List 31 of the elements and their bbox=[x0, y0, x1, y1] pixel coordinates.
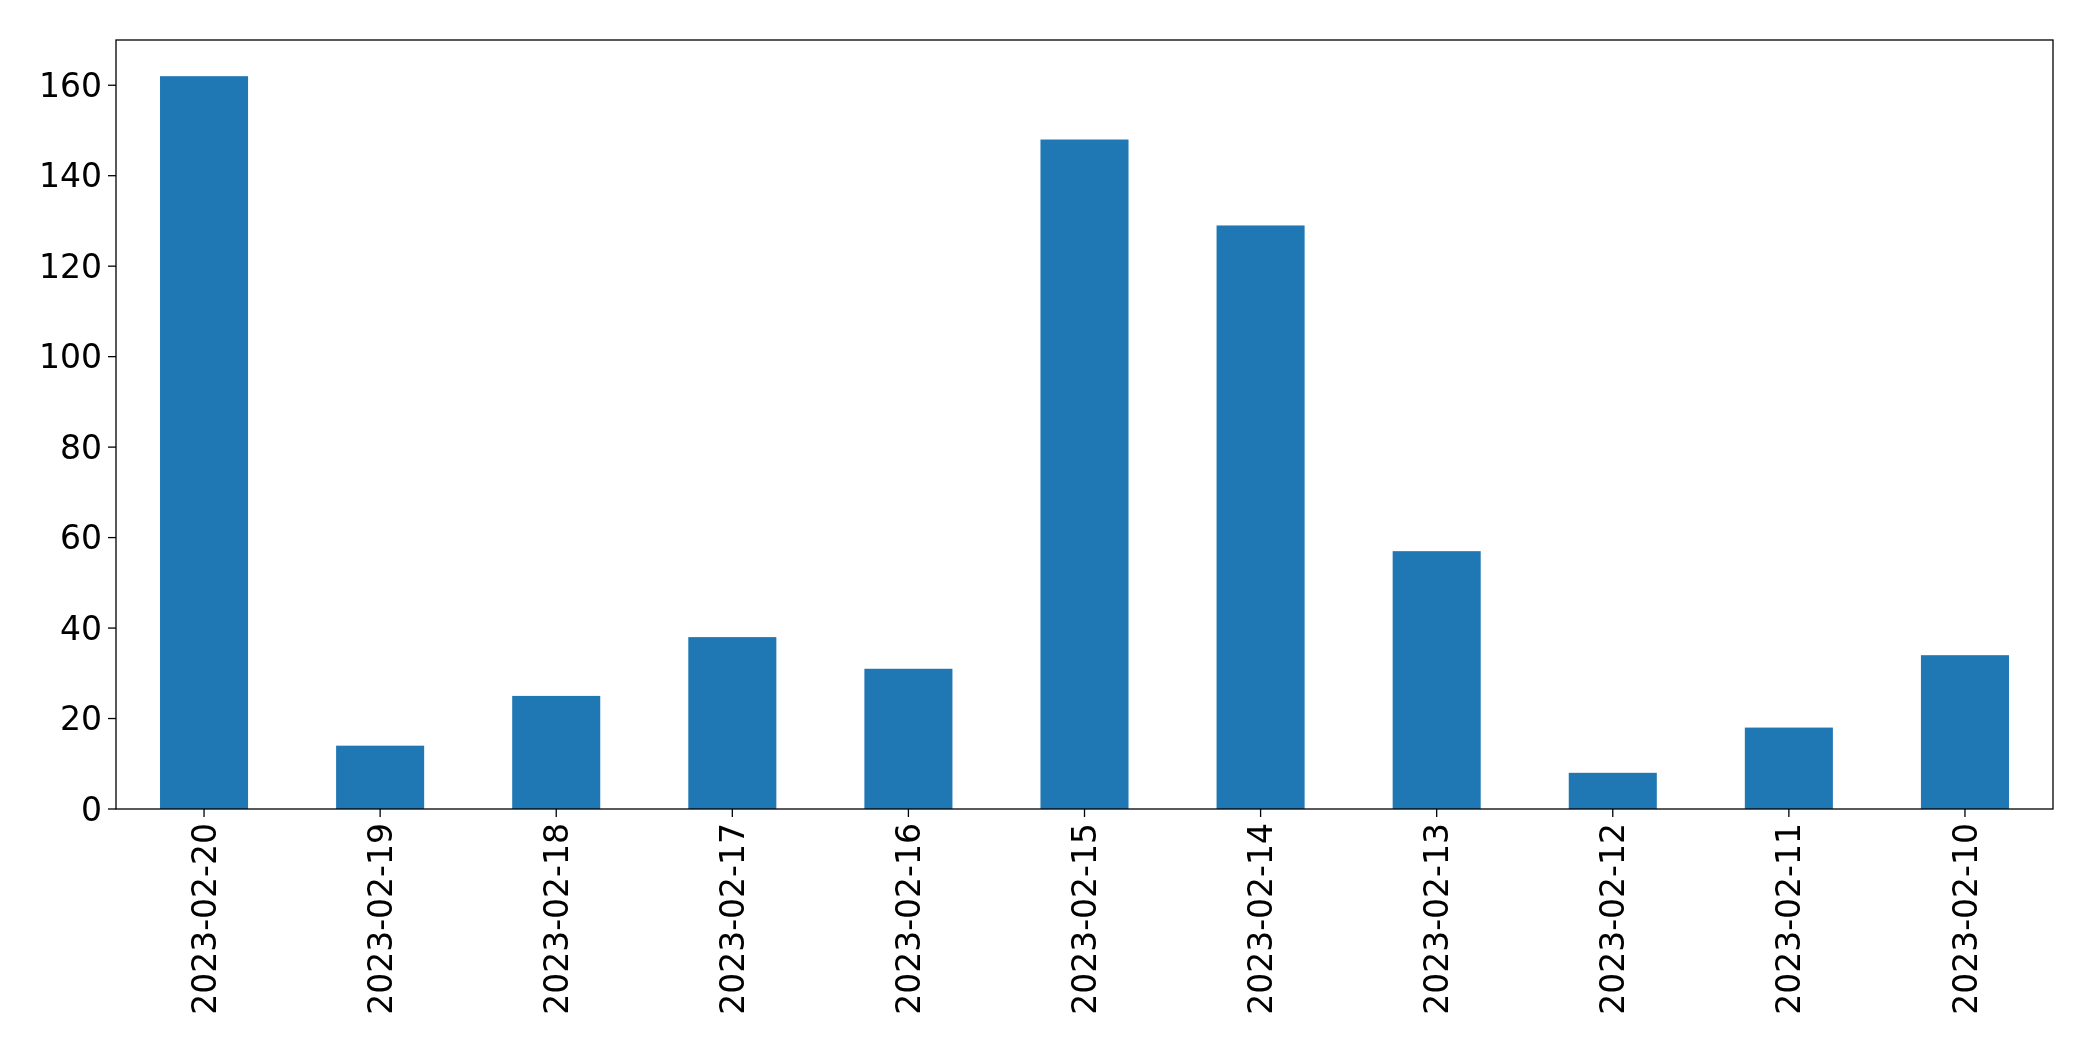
y-tick-label: 60 bbox=[60, 518, 102, 558]
y-tick-label: 120 bbox=[39, 246, 102, 286]
x-tick-label: 2023-02-16 bbox=[888, 823, 928, 1015]
y-tick-label: 160 bbox=[39, 65, 102, 105]
bar bbox=[1216, 225, 1305, 809]
y-tick-label: 0 bbox=[81, 789, 102, 829]
bar bbox=[1568, 772, 1657, 809]
bar bbox=[512, 695, 601, 809]
x-tick-label: 2023-02-17 bbox=[712, 823, 752, 1015]
y-tick-label: 40 bbox=[60, 608, 102, 648]
x-tick-label: 2023-02-15 bbox=[1065, 823, 1105, 1015]
y-tick-label: 140 bbox=[39, 156, 102, 196]
y-tick-label: 100 bbox=[39, 337, 102, 377]
bar bbox=[1920, 655, 2009, 809]
x-tick-label: 2023-02-11 bbox=[1769, 823, 1809, 1015]
x-tick-label: 2023-02-12 bbox=[1593, 823, 1633, 1015]
bar bbox=[1744, 727, 1833, 809]
y-tick-label: 20 bbox=[60, 699, 102, 739]
x-tick-label: 2023-02-20 bbox=[184, 823, 224, 1015]
x-tick-label: 2023-02-13 bbox=[1417, 823, 1457, 1015]
x-tick-label: 2023-02-18 bbox=[536, 823, 576, 1015]
y-tick-label: 80 bbox=[60, 427, 102, 467]
x-tick-label: 2023-02-10 bbox=[1945, 823, 1985, 1015]
x-tick-label: 2023-02-14 bbox=[1241, 823, 1281, 1015]
bar bbox=[336, 745, 425, 809]
bar bbox=[1040, 139, 1129, 809]
bar bbox=[688, 637, 777, 809]
x-tick-label: 2023-02-19 bbox=[360, 823, 400, 1015]
bar bbox=[864, 668, 953, 809]
bar bbox=[1392, 551, 1481, 809]
bar bbox=[160, 76, 249, 809]
